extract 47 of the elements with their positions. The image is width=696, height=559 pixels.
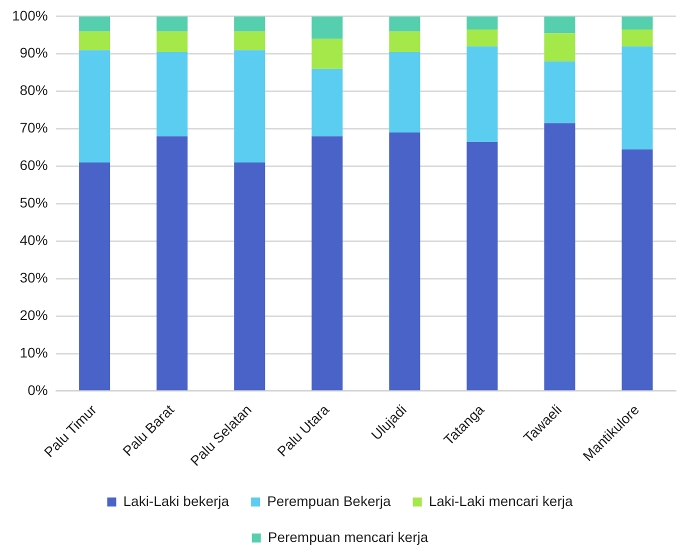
y-tick-label: 100% xyxy=(12,7,48,24)
legend-label: Laki-Laki bekerja xyxy=(123,492,230,509)
bar xyxy=(156,31,188,52)
bar xyxy=(79,50,110,162)
bar xyxy=(466,46,498,142)
y-tick-label: 60% xyxy=(20,157,48,174)
legend-label: Laki-Laki mencari kerja xyxy=(428,492,573,509)
y-tick-label: 40% xyxy=(20,232,48,248)
bar xyxy=(544,16,576,34)
bar xyxy=(79,16,110,32)
legend-label: Perempuan mencari kerja xyxy=(268,528,428,545)
bar xyxy=(234,50,266,162)
y-tick-label: 30% xyxy=(20,269,48,286)
bar xyxy=(156,16,188,32)
bar xyxy=(622,46,653,150)
legend-label: Perempuan Bekerja xyxy=(267,492,392,509)
y-tick-label: 20% xyxy=(20,306,48,323)
bar xyxy=(544,123,576,390)
bar xyxy=(622,16,653,30)
bar xyxy=(312,16,343,39)
bar xyxy=(389,52,420,133)
bar xyxy=(389,16,420,32)
bar xyxy=(466,16,498,30)
y-tick-label: 70% xyxy=(20,120,48,136)
bar xyxy=(466,30,498,46)
bar xyxy=(622,149,653,390)
y-tick-label: 80% xyxy=(20,82,48,98)
bar xyxy=(389,132,420,390)
y-tick-label: 0% xyxy=(28,382,48,398)
bar xyxy=(234,31,266,50)
bar xyxy=(79,162,110,390)
bar xyxy=(544,33,576,62)
y-tick-label: 50% xyxy=(20,194,48,211)
bar xyxy=(312,68,343,136)
bar xyxy=(312,136,343,390)
bar xyxy=(544,61,576,124)
bar xyxy=(156,136,188,390)
bar xyxy=(79,31,110,50)
bar xyxy=(234,162,266,390)
bar xyxy=(312,38,343,69)
bar xyxy=(156,52,188,136)
bar xyxy=(622,30,653,46)
bar xyxy=(466,142,498,390)
y-tick-label: 90% xyxy=(20,44,48,61)
bar xyxy=(389,31,420,52)
y-tick-label: 10% xyxy=(20,344,48,360)
bar xyxy=(234,16,266,32)
